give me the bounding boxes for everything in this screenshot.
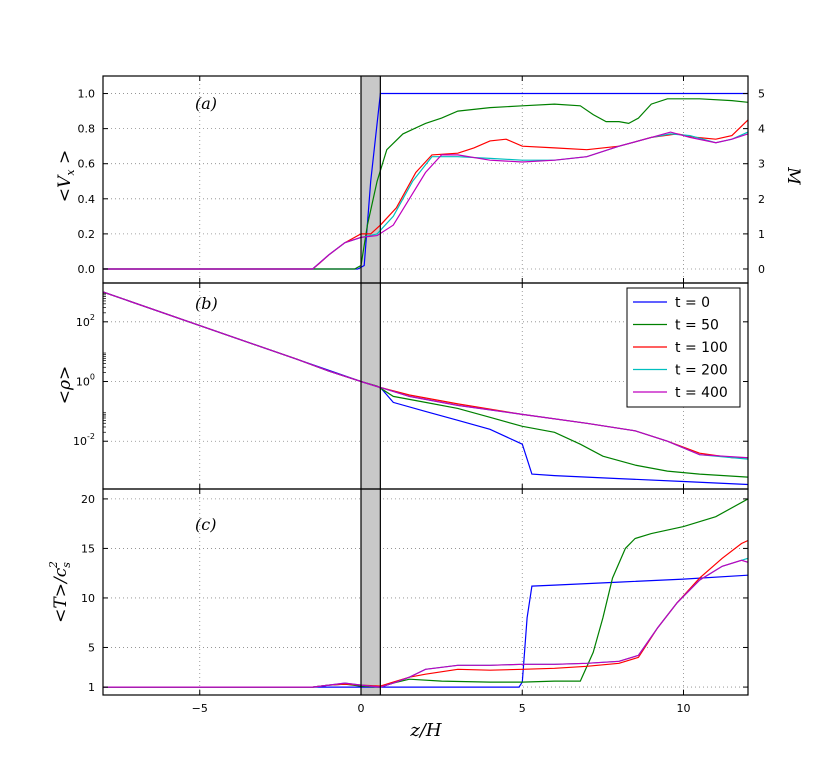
- series-line-4: [103, 291, 748, 459]
- legend-label: t = 200: [675, 363, 728, 379]
- series-line-2: [103, 119, 748, 270]
- legend-label: t = 100: [675, 340, 728, 356]
- y-tick-label: 20: [81, 493, 95, 506]
- y2-tick-label: 5: [758, 88, 765, 101]
- panel-c-lines: [103, 498, 748, 688]
- panel-a-ticks: 0.0 0 0.2 1 0.4 2 0.6 3 0.8 4 1.0 5: [78, 76, 765, 283]
- legend-label: t = 0: [675, 295, 710, 311]
- panel-b-ticks: 102 100 10-2: [73, 283, 748, 489]
- legend-label: t = 400: [675, 385, 728, 401]
- panel-a-y2label: M: [783, 166, 803, 185]
- panel-c-shaded-region: [361, 489, 381, 695]
- y-tick-label: 10-2: [73, 432, 95, 448]
- y-tick-label: 0.4: [78, 193, 96, 206]
- y2-tick-label: 3: [758, 158, 765, 171]
- panel-a-ylabel: <Vx >: [55, 150, 77, 202]
- y-tick-label: 10: [81, 592, 95, 605]
- y2-tick-label: 0: [758, 263, 765, 276]
- y-tick-label: 15: [81, 542, 95, 555]
- y-tick-label: 100: [76, 373, 95, 389]
- panel-c-ylabel: <T>/cs2: [47, 561, 73, 623]
- series-line-0: [103, 291, 748, 486]
- legend-label: t = 50: [675, 318, 719, 334]
- axes-frames: [102, 75, 749, 696]
- panel-b-ylabel: <ρ>: [55, 366, 75, 404]
- panel-a: 0.0 0 0.2 1 0.4 2 0.6 3 0.8 4 1.0 5 (a) <Vx > M: [55, 76, 803, 283]
- y-tick-label: 0.0: [78, 263, 96, 276]
- series-line-4: [103, 559, 748, 688]
- x-axis-label: z/H: [409, 720, 442, 741]
- x-tick-label: −5: [192, 702, 208, 715]
- panel-frame: [102, 488, 749, 696]
- y-tick-label: 5: [88, 641, 95, 654]
- panel-b-lines: [103, 291, 748, 486]
- panel-c-label: (c): [195, 515, 216, 534]
- x-tick-label: 0: [358, 702, 365, 715]
- legend: t = 0 t = 50 t = 100 t = 200 t = 400: [626, 287, 741, 408]
- y-tick-label: 1: [88, 681, 95, 694]
- y-tick-label: 102: [76, 313, 95, 329]
- panel-a-label: (a): [195, 94, 217, 113]
- panel-b-shaded-region: [361, 283, 381, 489]
- y-tick-label: 1.0: [78, 88, 96, 101]
- y2-tick-label: 1: [758, 228, 765, 241]
- y2-tick-label: 4: [758, 123, 765, 136]
- y-tick-label: 0.2: [78, 228, 96, 241]
- x-tick-label: 10: [677, 702, 691, 715]
- y2-tick-label: 2: [758, 193, 765, 206]
- series-line-4: [103, 131, 748, 270]
- panel-a-lines: [103, 92, 748, 270]
- x-tick-label: 5: [519, 702, 526, 715]
- series-line-1: [103, 98, 748, 270]
- y-tick-label: 0.6: [78, 158, 96, 171]
- series-line-0: [103, 92, 748, 270]
- panel-b-label: (b): [195, 294, 218, 313]
- y-tick-label: 0.8: [78, 123, 96, 136]
- series-line-0: [103, 574, 748, 688]
